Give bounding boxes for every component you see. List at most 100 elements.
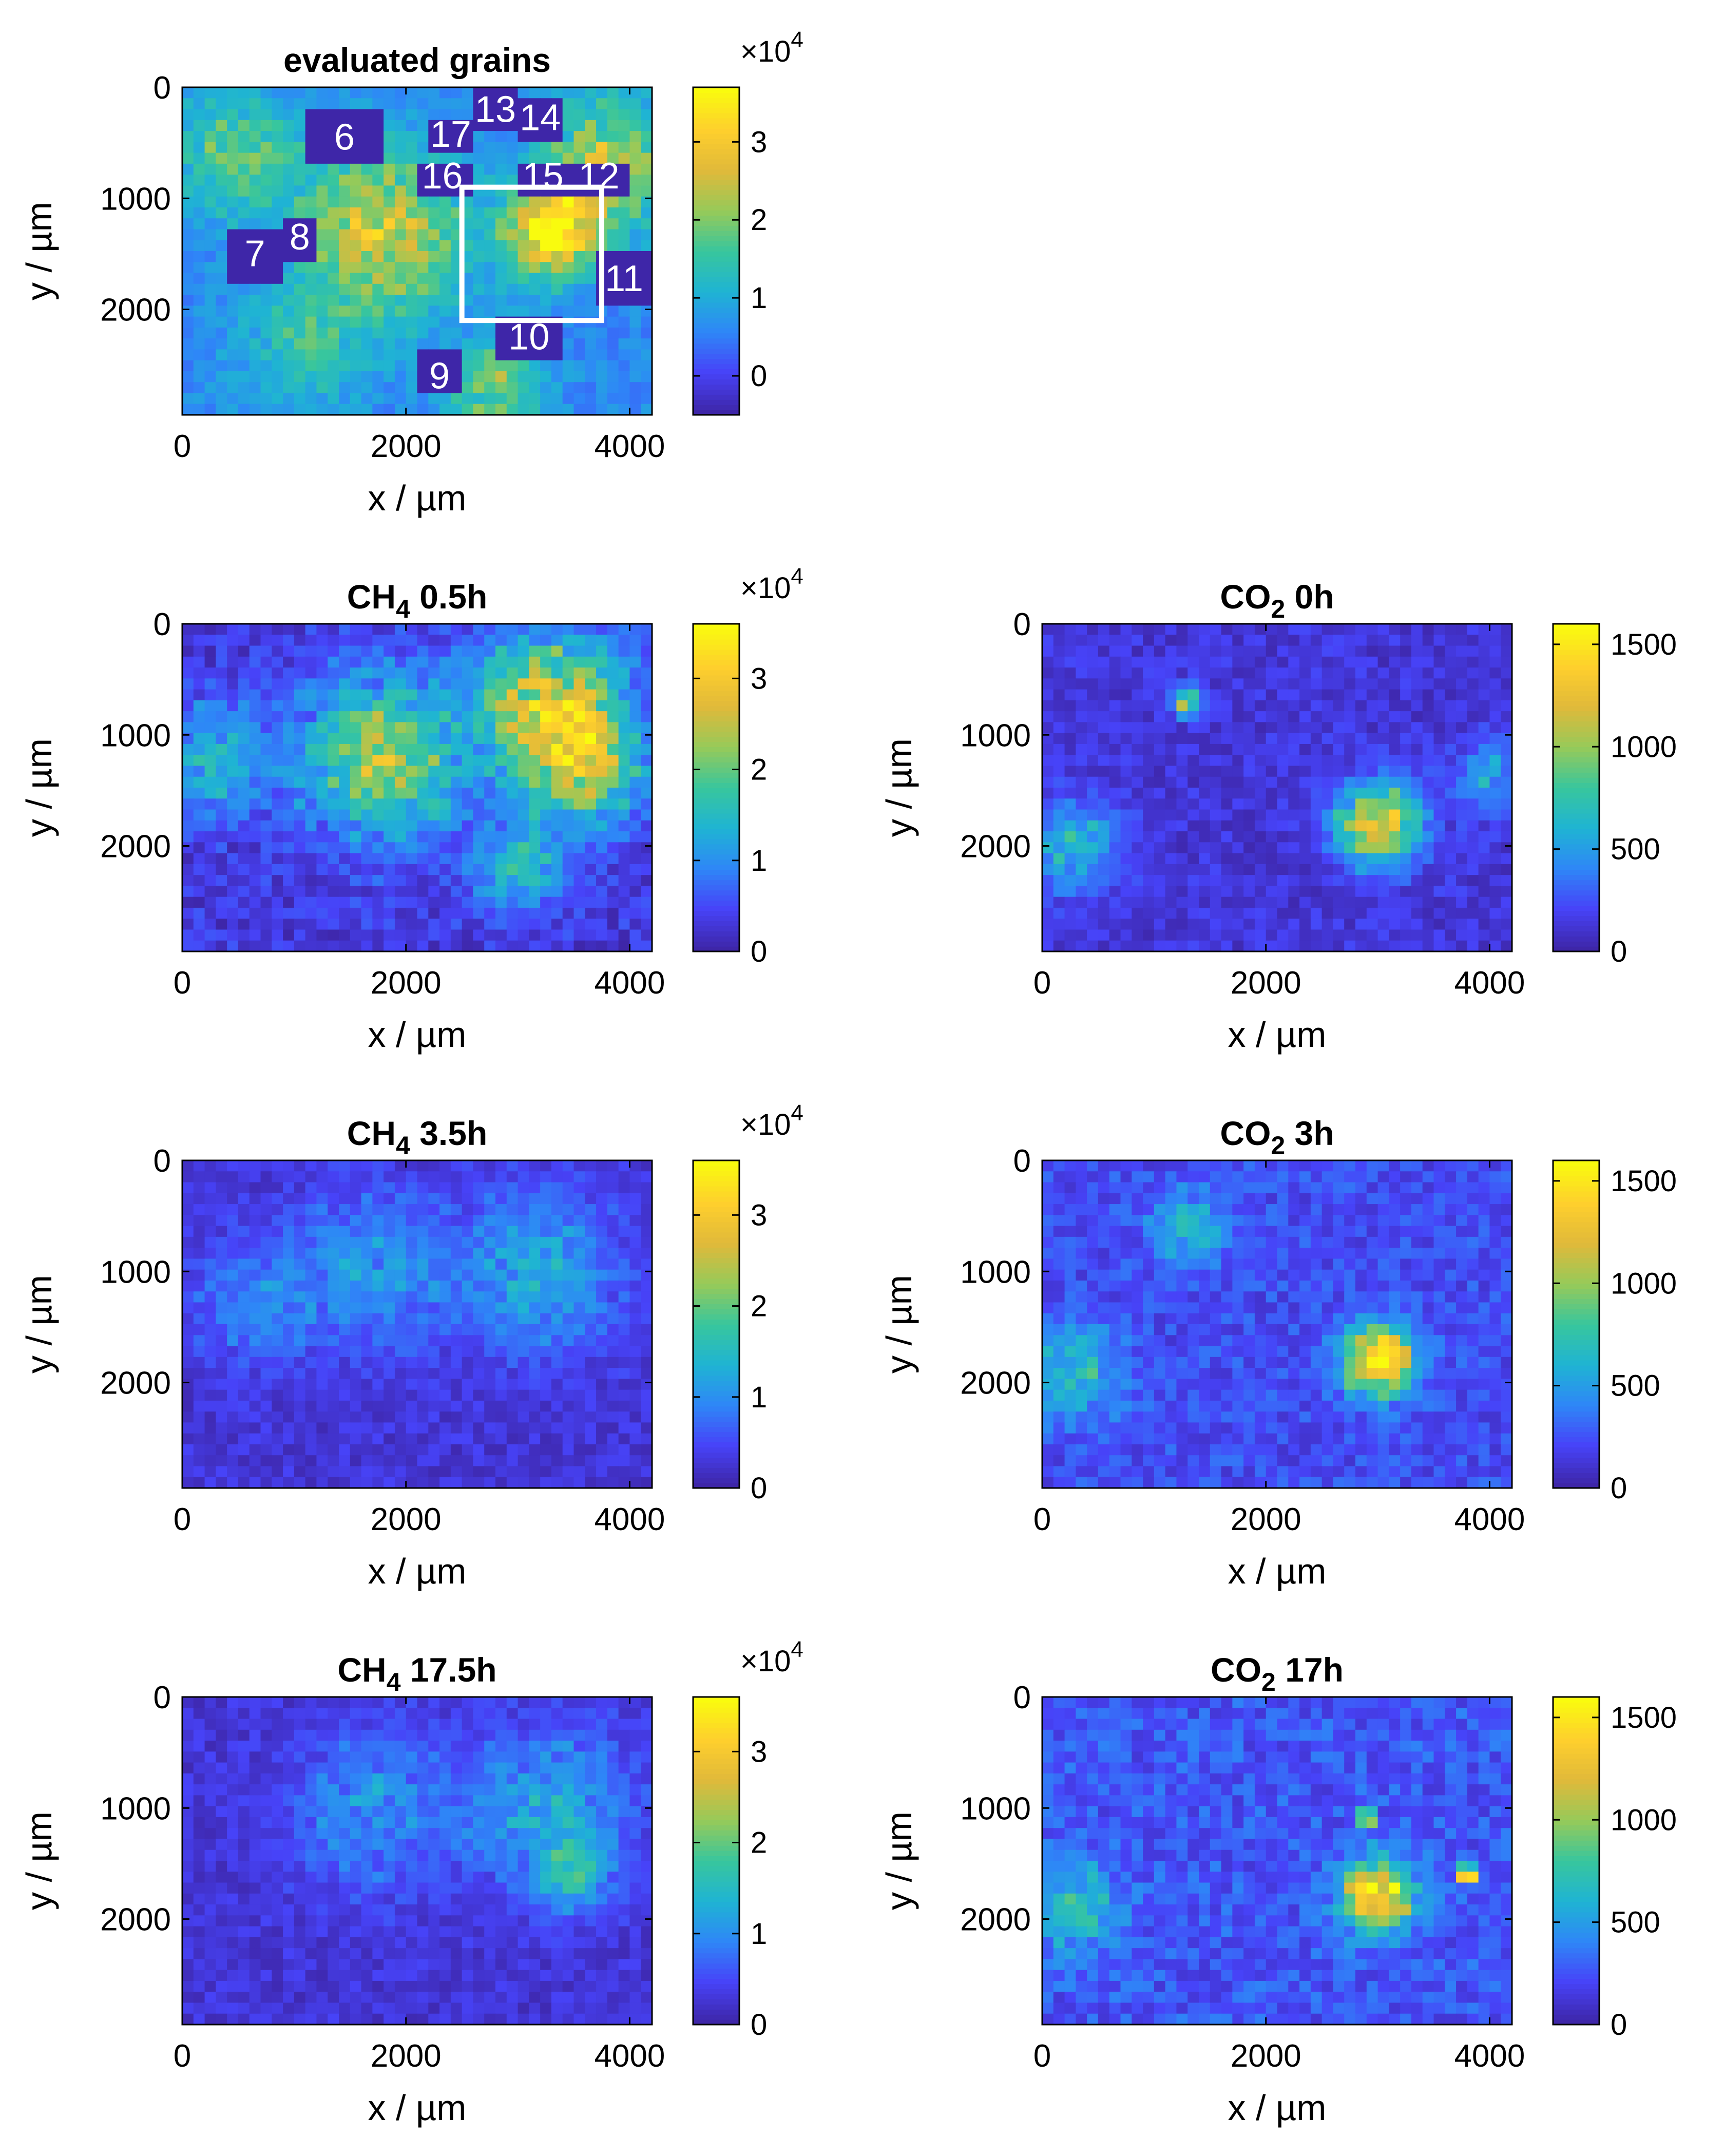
- heatmap-cell: [540, 886, 552, 898]
- heatmap-cell: [629, 1313, 641, 1325]
- heatmap-cell: [372, 635, 384, 646]
- colorbar-step: [1553, 895, 1599, 901]
- heatmap-cell: [585, 1258, 597, 1270]
- heatmap-cell: [350, 1280, 362, 1292]
- heatmap-cell: [249, 798, 261, 810]
- heatmap-cell: [629, 743, 641, 755]
- heatmap-cell: [238, 820, 250, 832]
- heatmap-cell: [641, 1248, 653, 1259]
- heatmap-cell: [529, 722, 541, 734]
- heatmap-cell: [1389, 678, 1401, 690]
- heatmap-cell: [339, 722, 351, 734]
- heatmap-cell: [1109, 755, 1121, 767]
- heatmap-cell: [607, 896, 619, 908]
- heatmap-cell: [518, 1193, 529, 1205]
- heatmap-cell: [484, 929, 496, 941]
- heatmap-cell: [294, 722, 306, 734]
- heatmap-cell: [1310, 875, 1323, 886]
- heatmap-cell: [238, 831, 250, 843]
- heatmap-cell: [260, 656, 272, 668]
- heatmap-cell: [417, 1269, 429, 1281]
- heatmap-cell: [249, 1389, 261, 1401]
- heatmap-cell: [1187, 689, 1199, 701]
- heatmap-cell: [573, 1204, 585, 1215]
- heatmap-cell: [1344, 733, 1356, 745]
- heatmap-cell: [518, 120, 529, 131]
- heatmap-cell: [227, 1346, 239, 1358]
- heatmap-cell: [641, 1204, 653, 1215]
- heatmap-cell: [641, 788, 653, 799]
- heatmap-cell: [272, 185, 283, 197]
- heatmap-cell: [1299, 886, 1311, 898]
- heatmap-cell: [1389, 733, 1401, 745]
- heatmap-cell: [1355, 896, 1367, 908]
- colorbar-step: [693, 118, 739, 124]
- heatmap-cell: [294, 1291, 306, 1303]
- heatmap-cell: [1456, 798, 1468, 810]
- heatmap-cell: [1232, 624, 1244, 635]
- heatmap-cell: [518, 87, 529, 99]
- heatmap-cell: [1087, 809, 1099, 821]
- heatmap-cell: [462, 755, 474, 767]
- heatmap-cell: [607, 1368, 619, 1379]
- heatmap-cell: [216, 163, 227, 175]
- heatmap-cell: [618, 87, 630, 99]
- heatmap-cell: [384, 1258, 395, 1270]
- heatmap-cell: [394, 1182, 407, 1194]
- heatmap-cell: [339, 251, 351, 262]
- heatmap-cell: [1411, 842, 1423, 854]
- heatmap-cell: [328, 1389, 339, 1401]
- heatmap-cell: [1154, 940, 1166, 952]
- heatmap-cell: [216, 1226, 227, 1237]
- heatmap-cell: [238, 1236, 250, 1248]
- heatmap-cell: [484, 743, 496, 755]
- heatmap-cell: [1176, 864, 1188, 875]
- heatmap-cell: [551, 163, 563, 175]
- heatmap-cell: [1176, 820, 1188, 832]
- heatmap-cell: [473, 919, 485, 930]
- heatmap-cell: [484, 656, 496, 668]
- heatmap-cell: [551, 175, 563, 186]
- heatmap-cell: [339, 109, 351, 121]
- heatmap-cell: [1064, 809, 1076, 821]
- heatmap-cell: [1176, 667, 1188, 679]
- heatmap-cell: [1299, 733, 1311, 745]
- heatmap-cell: [428, 120, 440, 131]
- heatmap-cell: [372, 1269, 384, 1281]
- heatmap-cell: [607, 1313, 619, 1325]
- colorbar-step: [693, 910, 739, 917]
- heatmap-cell: [182, 1324, 194, 1335]
- heatmap-cell: [495, 371, 507, 383]
- heatmap-cell: [518, 327, 529, 339]
- heatmap-cell: [1132, 788, 1143, 799]
- heatmap-cell: [182, 919, 194, 930]
- heatmap-cell: [585, 1368, 597, 1379]
- heatmap-cell: [551, 1248, 563, 1259]
- heatmap-cell: [439, 820, 451, 832]
- heatmap-cell: [1221, 919, 1233, 930]
- heatmap-cell: [238, 1313, 250, 1325]
- heatmap-cell: [394, 700, 407, 712]
- heatmap-cell: [238, 896, 250, 908]
- heatmap-cell: [227, 755, 239, 767]
- heatmap-cell: [540, 1226, 552, 1237]
- heatmap-cell: [607, 645, 619, 657]
- heatmap-cell: [238, 853, 250, 865]
- heatmap-cell: [305, 809, 317, 821]
- heatmap-cell: [1199, 656, 1211, 668]
- heatmap-cell: [272, 120, 283, 131]
- heatmap-cell: [238, 1389, 250, 1401]
- heatmap-cell: [1422, 875, 1434, 886]
- heatmap-cell: [1445, 624, 1457, 635]
- heatmap-cell: [417, 1204, 429, 1215]
- heatmap-cell: [350, 1302, 362, 1314]
- heatmap-cell: [428, 1346, 440, 1358]
- heatmap-cell: [618, 175, 630, 186]
- heatmap-cell: [1132, 689, 1143, 701]
- heatmap-cell: [1389, 788, 1401, 799]
- heatmap-cell: [1243, 919, 1255, 930]
- heatmap-cell: [384, 1269, 395, 1281]
- heatmap-cell: [283, 175, 295, 186]
- heatmap-cell: [260, 1346, 272, 1358]
- heatmap-cell: [305, 798, 317, 810]
